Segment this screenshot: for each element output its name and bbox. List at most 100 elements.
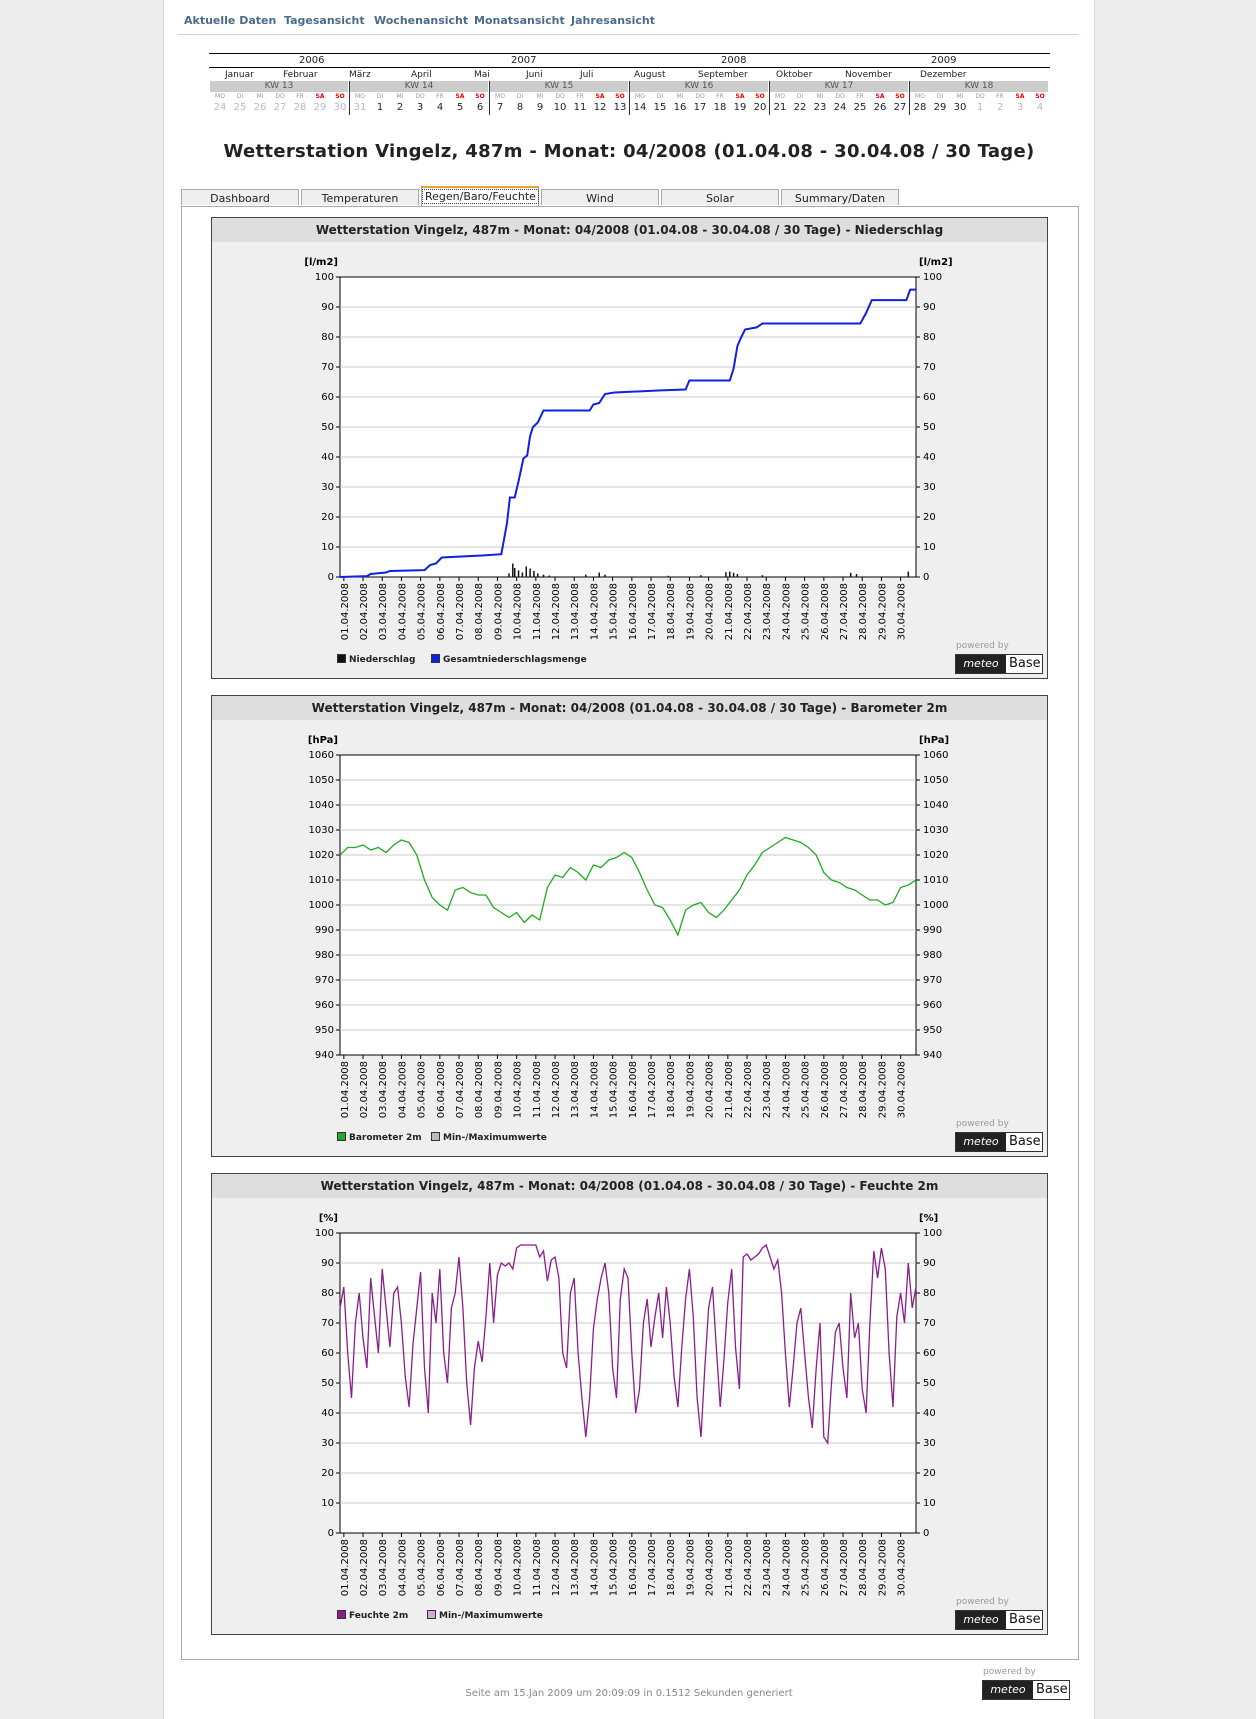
calendar-dayname: MO bbox=[495, 93, 505, 100]
calendar-day[interactable]: 1 bbox=[976, 102, 984, 113]
calendar-week[interactable]: KW 17 bbox=[770, 81, 908, 92]
meteobase-logo[interactable]: meteo Base bbox=[955, 1610, 1043, 1630]
tab-temperaturen[interactable]: Temperaturen bbox=[301, 189, 419, 205]
calendar-day[interactable]: 27 bbox=[273, 102, 287, 113]
chart-title: Wetterstation Vingelz, 487m - Monat: 04/… bbox=[212, 218, 1047, 242]
calendar-day[interactable]: 1 bbox=[376, 102, 384, 113]
calendar-day[interactable]: 7 bbox=[496, 102, 504, 113]
meteobase-logo[interactable]: meteo Base bbox=[955, 1132, 1043, 1152]
calendar-dayname: DI bbox=[236, 93, 244, 100]
nav-aktuelle-daten[interactable]: Aktuelle Daten bbox=[184, 14, 277, 27]
calendar-week[interactable]: KW 14 bbox=[350, 81, 488, 92]
calendar-day[interactable]: 20 bbox=[753, 102, 767, 113]
x-tick-label: 21.04.2008 bbox=[724, 1061, 735, 1118]
calendar-dayname: MI bbox=[676, 93, 684, 100]
calendar-day[interactable]: 21 bbox=[773, 102, 787, 113]
calendar-week[interactable]: KW 13 bbox=[210, 81, 348, 92]
x-tick-label: 21.04.2008 bbox=[724, 583, 735, 640]
calendar-month[interactable]: August bbox=[634, 70, 666, 80]
calendar-dayname: DI bbox=[656, 93, 664, 100]
calendar-day[interactable]: 29 bbox=[313, 102, 327, 113]
calendar-month[interactable]: Januar bbox=[225, 70, 254, 80]
calendar-day[interactable]: 6 bbox=[476, 102, 484, 113]
calendar-month[interactable]: April bbox=[411, 70, 432, 80]
calendar-day[interactable]: 17 bbox=[693, 102, 707, 113]
calendar-month[interactable]: September bbox=[698, 70, 748, 80]
calendar-month[interactable]: Oktober bbox=[776, 70, 813, 80]
calendar-dayname: MO bbox=[915, 93, 925, 100]
calendar-dayname: SA bbox=[595, 93, 605, 100]
calendar-day[interactable]: 13 bbox=[613, 102, 627, 113]
nav-wochenansicht[interactable]: Wochenansicht bbox=[374, 14, 469, 27]
calendar-day[interactable]: 11 bbox=[573, 102, 587, 113]
calendar-year[interactable]: 2009 bbox=[931, 55, 957, 66]
tab-dashboard[interactable]: Dashboard bbox=[181, 189, 299, 205]
calendar-day[interactable]: 12 bbox=[593, 102, 607, 113]
nav-tagesansicht[interactable]: Tagesansicht bbox=[284, 14, 365, 27]
x-tick-label: 09.04.2008 bbox=[493, 1539, 504, 1596]
calendar-day[interactable]: 16 bbox=[673, 102, 687, 113]
calendar-day[interactable]: 19 bbox=[733, 102, 747, 113]
calendar-month[interactable]: Juni bbox=[526, 70, 543, 80]
calendar-week[interactable]: KW 15 bbox=[490, 81, 628, 92]
x-tick-label: 05.04.2008 bbox=[417, 1539, 428, 1596]
calendar-day[interactable]: 3 bbox=[416, 102, 424, 113]
calendar-week[interactable]: KW 16 bbox=[630, 81, 768, 92]
calendar-day[interactable]: 25 bbox=[853, 102, 867, 113]
calendar-year[interactable]: 2006 bbox=[299, 55, 325, 66]
calendar-month[interactable]: Juli bbox=[580, 70, 594, 80]
calendar-day[interactable]: 25 bbox=[233, 102, 247, 113]
calendar-day[interactable]: 30 bbox=[953, 102, 967, 113]
calendar-day[interactable]: 4 bbox=[1036, 102, 1044, 113]
calendar-day[interactable]: 24 bbox=[833, 102, 847, 113]
calendar-day[interactable]: 26 bbox=[873, 102, 887, 113]
tab-regen-baro-feuchte[interactable]: Regen/Baro/Feuchte bbox=[421, 186, 539, 206]
tab-wind[interactable]: Wind bbox=[541, 189, 659, 205]
calendar-day[interactable]: 2 bbox=[396, 102, 404, 113]
legend-label: Barometer 2m bbox=[349, 1133, 422, 1143]
calendar-week[interactable]: KW 18 bbox=[910, 81, 1048, 92]
calendar-day[interactable]: 28 bbox=[913, 102, 927, 113]
calendar-day[interactable]: 18 bbox=[713, 102, 727, 113]
calendar-dayname: MO bbox=[635, 93, 645, 100]
calendar-day[interactable]: 8 bbox=[516, 102, 524, 113]
calendar-dayname: MI bbox=[256, 93, 264, 100]
chart-svg: 940 940 950 950 960 960 970 970 980 980 990 990 1000… bbox=[308, 735, 949, 1118]
calendar-day[interactable]: 28 bbox=[293, 102, 307, 113]
x-tick-label: 26.04.2008 bbox=[820, 1539, 831, 1596]
calendar-year[interactable]: 2008 bbox=[721, 55, 747, 66]
calendar-month[interactable]: März bbox=[349, 70, 371, 80]
calendar-month[interactable]: November bbox=[845, 70, 892, 80]
calendar-day[interactable]: 9 bbox=[536, 102, 544, 113]
meteobase-logo[interactable]: meteo Base bbox=[982, 1680, 1070, 1700]
calendar-month[interactable]: Mai bbox=[474, 70, 490, 80]
calendar-day[interactable]: 24 bbox=[213, 102, 227, 113]
tab-summary-daten[interactable]: Summary/Daten bbox=[781, 189, 899, 205]
calendar-day[interactable]: 22 bbox=[793, 102, 807, 113]
tab-solar[interactable]: Solar bbox=[661, 189, 779, 205]
calendar-day[interactable]: 15 bbox=[653, 102, 667, 113]
calendar-dayname: SA bbox=[735, 93, 745, 100]
x-tick-label: 04.04.2008 bbox=[397, 583, 408, 640]
calendar-day[interactable]: 10 bbox=[553, 102, 567, 113]
series-line bbox=[339, 836, 917, 937]
calendar-day[interactable]: 31 bbox=[353, 102, 367, 113]
calendar-day[interactable]: 3 bbox=[1016, 102, 1024, 113]
calendar-day[interactable]: 26 bbox=[253, 102, 267, 113]
y-tick-label: 30 bbox=[321, 482, 334, 493]
nav-jahresansicht[interactable]: Jahresansicht bbox=[571, 14, 655, 27]
meteobase-logo[interactable]: meteo Base bbox=[955, 654, 1043, 674]
y-tick-label: 1010 bbox=[923, 875, 948, 886]
calendar-month[interactable]: Dezember bbox=[920, 70, 967, 80]
calendar-day[interactable]: 29 bbox=[933, 102, 947, 113]
calendar-day[interactable]: 14 bbox=[633, 102, 647, 113]
calendar-day[interactable]: 30 bbox=[333, 102, 347, 113]
calendar-year[interactable]: 2007 bbox=[511, 55, 537, 66]
calendar-day[interactable]: 5 bbox=[456, 102, 464, 113]
calendar-day[interactable]: 4 bbox=[436, 102, 444, 113]
nav-monatsansicht[interactable]: Monatsansicht bbox=[474, 14, 565, 27]
calendar-day[interactable]: 23 bbox=[813, 102, 827, 113]
calendar-day[interactable]: 27 bbox=[893, 102, 907, 113]
calendar-month[interactable]: Februar bbox=[283, 70, 318, 80]
calendar-day[interactable]: 2 bbox=[996, 102, 1004, 113]
